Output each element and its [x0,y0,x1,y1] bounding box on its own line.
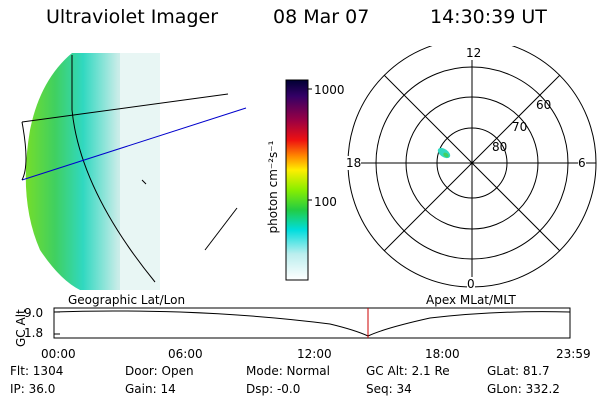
info-door: Door: Open [125,364,194,378]
mlat-label-70: 70 [512,120,528,134]
disk-edge-line [21,121,27,181]
orbit-track-line [204,207,238,251]
colorbar-tick-100: 100 [314,195,337,209]
mlt-label-18: 18 [346,156,362,170]
colorbar-unit-label: photon cm⁻²s⁻¹ [266,140,280,234]
tick-mark [141,179,147,185]
altitude-curve [53,310,571,337]
polar-diagonal-2 [383,74,561,252]
info-ip: IP: 36.0 [10,382,56,396]
info-mode: Mode: Normal [246,364,330,378]
instrument-title: Ultraviolet Imager [46,6,219,28]
info-gain: Gain: 14 [125,382,176,396]
colorbar-tick-1000: 1000 [314,83,345,97]
latitude-line [21,93,229,123]
time-tick-0000: 00:00 [41,347,76,361]
info-flight: Flt: 1304 [10,364,64,378]
mlt-label-12: 12 [466,46,482,60]
time-tick-1200: 12:00 [297,347,332,361]
image-time: 14:30:39 UT [430,6,547,28]
aurora-emission-region [25,53,160,290]
mlat-label-60: 60 [536,98,552,112]
altitude-plot-frame [53,307,571,339]
time-tick-1800: 18:00 [425,347,460,361]
mlat-label-80: 80 [492,140,508,154]
left-panel-label: Geographic Lat/Lon [68,293,186,307]
info-dsp: Dsp: -0.0 [246,382,301,396]
aurora-spot-core [443,152,449,158]
terminator-line [21,107,247,181]
info-glat: GLat: 81.7 [487,364,550,378]
colorbar [285,79,312,281]
altitude-ytick-9: 9.0 [24,306,44,320]
gc-altitude-plot [53,307,571,339]
image-date: 08 Mar 07 [273,6,370,28]
time-tick-0600: 06:00 [168,347,203,361]
info-glon: GLon: 332.2 [487,382,560,396]
right-panel-label: Apex MLat/MLT [426,293,516,307]
mlt-label-6: 6 [578,156,586,170]
geographic-uv-image [21,53,247,290]
mlt-label-0: 0 [467,277,475,291]
altitude-ytick-1.8: 1.8 [24,326,44,340]
polar-mlat-mlt-plot [347,46,597,288]
time-tick-2359: 23:59 [556,347,591,361]
info-gc-alt: GC Alt: 2.1 Re [366,364,450,378]
info-seq: Seq: 34 [366,382,412,396]
longitude-line [71,109,156,283]
